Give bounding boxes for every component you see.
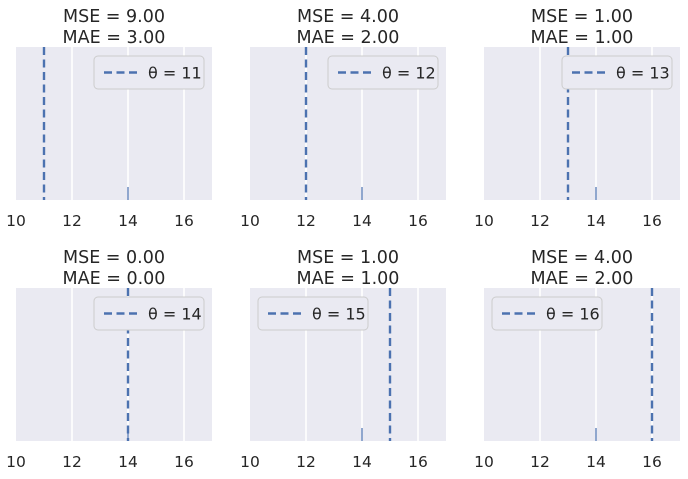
x-tick-label: 14 [352,212,372,230]
x-tick-label: 14 [352,453,372,471]
x-tick-label: 14 [118,453,138,471]
x-tick-label: 12 [530,212,550,230]
x-tick-label: 10 [6,453,26,471]
x-tick-label: 10 [6,212,26,230]
x-tick-label: 12 [62,453,82,471]
x-tick-label: 16 [174,212,194,230]
legend-label: θ = 13 [616,64,670,83]
legend: θ = 11 [93,55,205,90]
legend: θ = 16 [491,296,603,331]
subplot-title-line-1: MSE = 9.00 [63,7,165,27]
subplot-title-line-1: MSE = 0.00 [63,248,165,268]
x-tick-label: 14 [586,212,606,230]
subplot-title-line-2: MAE = 2.00 [297,28,400,48]
subplot-title-line-2: MAE = 2.00 [531,269,634,289]
legend-box [257,296,369,331]
x-tick-label: 12 [296,212,316,230]
legend: θ = 15 [257,296,369,331]
subplot-title-line-2: MAE = 0.00 [63,269,166,289]
x-tick-label: 14 [118,212,138,230]
legend-label: θ = 14 [148,305,202,324]
x-tick-label: 12 [62,212,82,230]
x-tick-label: 12 [296,453,316,471]
legend-label: θ = 11 [148,64,202,83]
x-tick-label: 16 [408,212,428,230]
x-tick-label: 10 [474,212,494,230]
legend-label: θ = 15 [312,305,366,324]
x-tick-label: 10 [240,453,260,471]
legend: θ = 14 [93,296,205,331]
legend-box [93,296,205,331]
legend-box [491,296,603,331]
x-tick-label: 10 [240,212,260,230]
x-tick-label: 16 [642,212,662,230]
x-tick-label: 16 [174,453,194,471]
subplot-title-line-1: MSE = 1.00 [531,7,633,27]
x-tick-label: 16 [642,453,662,471]
subplot-title-line-1: MSE = 4.00 [531,248,633,268]
x-tick-label: 14 [586,453,606,471]
legend-box [93,55,205,90]
legend: θ = 13 [561,55,673,90]
legend-label: θ = 16 [546,305,600,324]
x-tick-label: 12 [530,453,550,471]
x-tick-label: 10 [474,453,494,471]
x-tick-label: 16 [408,453,428,471]
subplot-title-line-2: MAE = 1.00 [297,269,400,289]
subplot-title-line-1: MSE = 1.00 [297,248,399,268]
subplot-title-line-1: MSE = 4.00 [297,7,399,27]
legend-box [561,55,673,90]
legend-box [327,55,439,90]
subplot-title-line-2: MAE = 3.00 [63,28,166,48]
legend-label: θ = 12 [382,64,436,83]
legend: θ = 12 [327,55,439,90]
subplot-title-line-2: MAE = 1.00 [531,28,634,48]
